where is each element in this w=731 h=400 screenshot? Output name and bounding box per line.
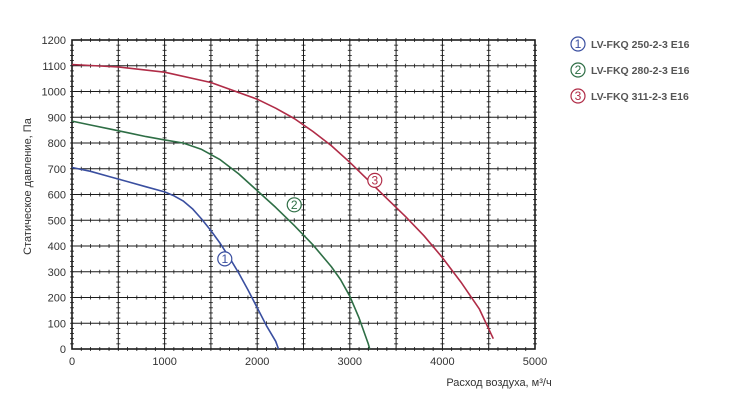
legend-entry-3: LV-FKQ 311-2-3 E16 — [591, 91, 689, 103]
legend-marker-circle-1 — [570, 36, 586, 52]
x-tick-label: 3000 — [338, 356, 362, 368]
y-tick-label: 900 — [48, 112, 66, 124]
series-marker-circle-2 — [286, 197, 302, 213]
y-axis-title: Статическое давление, Па — [22, 117, 34, 255]
legend-entry-2: LV-FKQ 280-2-3 E16 — [591, 65, 690, 77]
y-tick-label: 800 — [48, 138, 66, 150]
plot-area: 0100200300400500600700800900100011001200… — [42, 35, 548, 368]
legend-marker-label-3: 3 — [575, 89, 582, 103]
y-tick-label: 600 — [48, 190, 66, 202]
series-line-2 — [71, 120, 371, 350]
series-marker-label-3: 3 — [371, 173, 378, 187]
y-tick-label: 500 — [48, 215, 66, 227]
y-tick-label: 300 — [48, 267, 66, 279]
x-tick-label: 1000 — [152, 356, 176, 368]
y-tick-label: 700 — [48, 164, 66, 176]
series-line-3 — [71, 63, 495, 340]
series-marker-circle-1 — [217, 251, 233, 267]
series-marker-label-2: 2 — [291, 198, 298, 212]
y-tick-label: 100 — [48, 318, 66, 330]
plot-frame — [71, 39, 536, 350]
y-tick-label: 0 — [60, 344, 66, 356]
y-tick-label: 1100 — [42, 61, 66, 73]
legend-marker-circle-2 — [570, 62, 586, 78]
x-tick-label: 2000 — [245, 356, 269, 368]
legend-entry-1: LV-FKQ 250-2-3 E16 — [591, 39, 690, 51]
x-tick-label: 4000 — [430, 356, 454, 368]
y-tick-label: 1000 — [42, 87, 66, 99]
legend: 1 LV-FKQ 250-2-3 E16 2 LV-FKQ 280-2-3 E16 3 L… — [570, 36, 690, 104]
series-marker-label-1: 1 — [221, 252, 228, 266]
series-marker-circle-3 — [367, 172, 383, 188]
x-tick-label: 5000 — [523, 356, 547, 368]
x-axis-title: Расход воздуха, м³/ч — [446, 377, 551, 389]
legend-marker-label-1: 1 — [575, 37, 582, 51]
legend-marker-circle-3 — [570, 88, 586, 104]
y-tick-label: 200 — [48, 293, 66, 305]
legend-marker-label-2: 2 — [575, 63, 582, 77]
series-line-1 — [71, 166, 280, 350]
x-tick-label: 0 — [69, 356, 75, 368]
y-tick-label: 400 — [48, 241, 66, 253]
y-tick-label: 1200 — [42, 35, 66, 47]
